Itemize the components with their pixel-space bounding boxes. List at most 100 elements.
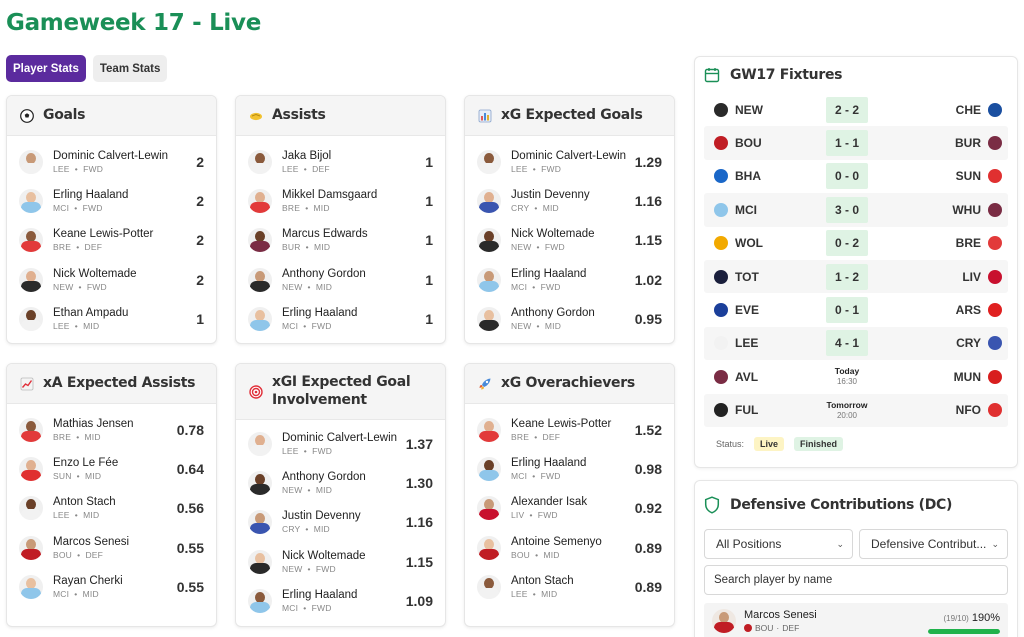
player-row[interactable]: Alexander Isak LIV • FWD 0.92 xyxy=(465,489,674,528)
tab-player-stats[interactable]: Player Stats xyxy=(6,55,86,82)
away-team: NFO xyxy=(956,403,1002,417)
away-team-name: CHE xyxy=(956,103,981,117)
dc-player-row[interactable]: Marcos Senesi BOU · DEF (19/10) 190% xyxy=(704,603,1008,637)
avatar xyxy=(477,189,501,213)
tab-team-stats[interactable]: Team Stats xyxy=(93,55,168,82)
meta-separator: • xyxy=(71,432,84,442)
avatar xyxy=(19,418,43,442)
chevron-down-icon: ⌄ xyxy=(991,539,999,550)
stat-value: 0.92 xyxy=(635,500,662,516)
fixture-row[interactable]: MCI 3 - 0 WHU xyxy=(704,193,1008,226)
player-meta: NEW • FWD xyxy=(53,282,190,292)
player-position: MID xyxy=(83,510,99,520)
player-row[interactable]: Marcos Senesi BOU • DEF 0.55 xyxy=(7,528,216,567)
player-row[interactable]: Anton Stach LEE • MID 0.56 xyxy=(7,489,216,528)
player-row[interactable]: Erling Haaland MCI • FWD 0.98 xyxy=(465,449,674,488)
player-row[interactable]: Keane Lewis-Potter BRE • DEF 1.52 xyxy=(465,410,674,449)
fixture-row[interactable]: LEE 4 - 1 CRY xyxy=(704,327,1008,360)
player-row[interactable]: Anthony Gordon NEW • MID 1 xyxy=(236,260,445,299)
player-row[interactable]: Mathias Jensen BRE • MID 0.78 xyxy=(7,410,216,449)
player-name: Nick Woltemade xyxy=(282,550,400,562)
position-select[interactable]: All Positions ⌄ xyxy=(704,529,853,559)
player-row[interactable]: Nick Woltemade NEW • FWD 1.15 xyxy=(236,542,445,581)
player-row[interactable]: Enzo Le Fée SUN • MID 0.64 xyxy=(7,449,216,488)
player-row[interactable]: Jaka Bijol LEE • DEF 1 xyxy=(236,142,445,181)
stat-value: 2 xyxy=(196,272,204,288)
metric-select[interactable]: Defensive Contribut... ⌄ xyxy=(859,529,1008,559)
player-row[interactable]: Erling Haaland MCI • FWD 1.09 xyxy=(236,581,445,620)
player-row[interactable]: Justin Devenny CRY • MID 1.16 xyxy=(236,503,445,542)
player-info: Justin Devenny CRY • MID xyxy=(511,189,629,213)
avatar xyxy=(19,496,43,520)
player-meta: LEE • MID xyxy=(511,589,629,599)
player-name: Ethan Ampadu xyxy=(53,307,190,319)
player-row[interactable]: Keane Lewis-Potter BRE • DEF 2 xyxy=(7,221,216,260)
player-row[interactable]: Anton Stach LEE • MID 0.89 xyxy=(465,567,674,606)
player-position: FWD xyxy=(541,471,561,481)
player-info: Marcus Edwards BUR • MID xyxy=(282,228,419,252)
stat-value: 0.55 xyxy=(177,540,204,556)
meta-separator: • xyxy=(298,321,311,331)
goals-card-header: Goals xyxy=(7,96,216,136)
player-row[interactable]: Anthony Gordon NEW • MID 0.95 xyxy=(465,299,674,338)
away-team-name: BUR xyxy=(955,136,981,150)
player-row[interactable]: Dominic Calvert-Lewin LEE • FWD 1.37 xyxy=(236,424,445,463)
fixture-row[interactable]: TOT 1 - 2 LIV xyxy=(704,260,1008,293)
player-row[interactable]: Erling Haaland MCI • FWD 1.02 xyxy=(465,260,674,299)
player-meta: MCI • MID xyxy=(53,589,171,599)
chevron-down-icon: ⌄ xyxy=(836,539,844,550)
meta-separator: • xyxy=(528,589,541,599)
player-row[interactable]: Rayan Cherki MCI • MID 0.55 xyxy=(7,567,216,606)
stat-value: 1 xyxy=(425,154,433,170)
player-row[interactable]: Dominic Calvert-Lewin LEE • FWD 1.29 xyxy=(465,142,674,181)
player-meta: BUR • MID xyxy=(282,242,419,252)
dc-filters: All Positions ⌄ Defensive Contribut... ⌄ xyxy=(695,529,1017,559)
xgi-card-header: xGI Expected Goal Involvement xyxy=(236,364,445,420)
player-team: MCI xyxy=(282,321,298,331)
fixture-row[interactable]: BHA 0 - 0 SUN xyxy=(704,160,1008,193)
fixture-row[interactable]: EVE 0 - 1 ARS xyxy=(704,293,1008,326)
live-pill: Live xyxy=(754,437,784,451)
club-badge-icon xyxy=(988,169,1002,183)
stat-value: 1.52 xyxy=(635,422,662,438)
player-search-input[interactable]: Search player by name xyxy=(704,565,1008,595)
player-info: Erling Haaland MCI • FWD xyxy=(282,589,400,613)
page-title: Gameweek 17 - Live xyxy=(6,10,261,36)
finished-pill: Finished xyxy=(794,437,843,451)
fixture-row[interactable]: BOU 1 - 1 BUR xyxy=(704,126,1008,159)
fixture-row[interactable]: AVL Today 16:30 MUN xyxy=(704,360,1008,393)
player-row[interactable]: Justin Devenny CRY • MID 1.16 xyxy=(465,181,674,220)
player-meta: NEW • FWD xyxy=(282,564,400,574)
player-row[interactable]: Dominic Calvert-Lewin LEE • FWD 2 xyxy=(7,142,216,181)
dc-title: Defensive Contributions (DC) xyxy=(730,497,952,513)
player-row[interactable]: Anthony Gordon NEW • MID 1.30 xyxy=(236,463,445,502)
player-row[interactable]: Erling Haaland MCI • FWD 2 xyxy=(7,181,216,220)
home-team-name: MCI xyxy=(735,203,775,217)
player-row[interactable]: Nick Woltemade NEW • FWD 1.15 xyxy=(465,221,674,260)
player-row[interactable]: Mikkel Damsgaard BRE • MID 1 xyxy=(236,181,445,220)
player-row[interactable]: Erling Haaland MCI • FWD 1 xyxy=(236,299,445,338)
fixture-row[interactable]: NEW 2 - 2 CHE xyxy=(704,93,1008,126)
player-row[interactable]: Nick Woltemade NEW • FWD 2 xyxy=(7,260,216,299)
avatar xyxy=(19,457,43,481)
club-badge-icon xyxy=(714,236,728,250)
player-row[interactable]: Ethan Ampadu LEE • MID 1 xyxy=(7,299,216,338)
avatar xyxy=(477,536,501,560)
player-position: FWD xyxy=(312,603,332,613)
meta-separator: • xyxy=(529,203,542,213)
player-info: Keane Lewis-Potter BRE • DEF xyxy=(511,418,629,442)
player-position: MID xyxy=(83,589,99,599)
fixture-row[interactable]: FUL Tomorrow 20:00 NFO xyxy=(704,394,1008,427)
player-name: Mathias Jensen xyxy=(53,418,171,430)
player-position: MID xyxy=(316,282,332,292)
player-info: Nick Woltemade NEW • FWD xyxy=(53,268,190,292)
club-badge-icon xyxy=(714,270,728,284)
player-meta: NEW • MID xyxy=(282,282,419,292)
player-name: Keane Lewis-Potter xyxy=(53,228,190,240)
fixture-row[interactable]: WOL 0 - 2 BRE xyxy=(704,227,1008,260)
home-team: WOL xyxy=(714,236,826,250)
away-team: BUR xyxy=(955,136,1002,150)
player-name: Anton Stach xyxy=(511,575,629,587)
player-row[interactable]: Antoine Semenyo BOU • MID 0.89 xyxy=(465,528,674,567)
player-row[interactable]: Marcus Edwards BUR • MID 1 xyxy=(236,221,445,260)
